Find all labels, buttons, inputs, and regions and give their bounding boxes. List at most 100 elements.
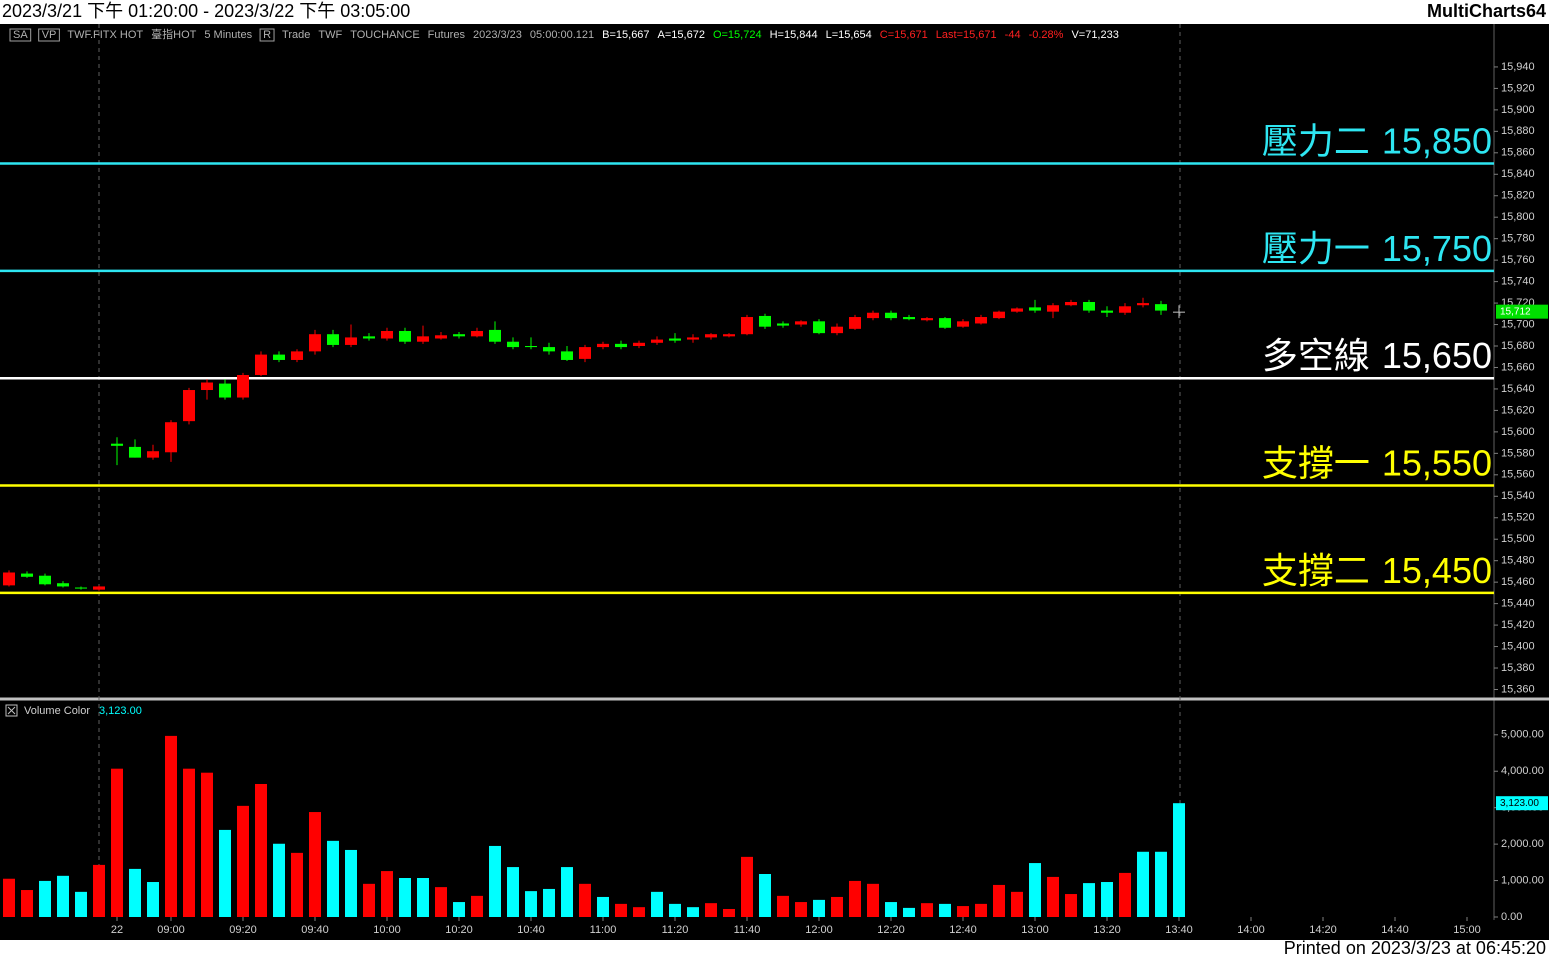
candle-body [561, 351, 573, 360]
status-item: H=15,844 [770, 29, 818, 41]
status-item: -0.28% [1029, 29, 1064, 41]
y-tick-label: 15,420 [1501, 619, 1535, 631]
candle-body [1011, 308, 1023, 312]
status-box[interactable] [38, 28, 60, 42]
x-tick-label: 14:40 [1381, 924, 1409, 936]
volume-bar [93, 864, 105, 917]
x-tick-label: 14:00 [1237, 924, 1265, 936]
candle-body [345, 337, 357, 345]
status-item: R [263, 29, 271, 41]
volume-bar [1029, 863, 1041, 917]
status-item: VP [42, 29, 57, 41]
last-value-tag [1496, 796, 1548, 811]
x-tick-label: 13:00 [1021, 924, 1049, 936]
y-tick-label: 15,480 [1501, 555, 1535, 567]
volume-bar [345, 849, 357, 917]
volume-bar [849, 880, 861, 917]
volume-bar [1011, 891, 1023, 917]
close-box[interactable] [5, 704, 18, 717]
x-tick-label: 09:20 [229, 924, 257, 936]
status-item: 5 Minutes [204, 29, 252, 41]
candle-body [885, 312, 897, 319]
y-tick-label: 2,000.00 [1501, 838, 1544, 850]
y-tick-label: 15,640 [1501, 383, 1535, 395]
candle-body [957, 321, 969, 327]
volume-bar [255, 783, 267, 917]
candle-body [327, 334, 339, 345]
candle-body [1065, 302, 1077, 306]
candle-body [705, 334, 717, 338]
candle-body [507, 341, 519, 348]
volume-bar [759, 874, 771, 917]
x-tick-label: 11:40 [734, 924, 761, 936]
volume-bar [327, 840, 339, 917]
title: 2023/3/21 下午 01:20:00 - 2023/3/22 下午 03:… [2, 1, 410, 21]
x-tick-label: 13:40 [1165, 924, 1193, 936]
study-name: Volume Color [24, 705, 90, 717]
y-tick-label: 5,000.00 [1501, 729, 1544, 741]
volume-bar [489, 845, 501, 917]
status-item: L=15,654 [826, 29, 872, 41]
last-value-label: 3,123.00 [1500, 798, 1539, 809]
last-price-tag [1496, 304, 1548, 319]
x-tick-label: 10:40 [517, 924, 545, 936]
level-label: 壓力一 15,750 [1262, 227, 1492, 268]
volume-bar [705, 903, 717, 917]
y-tick-label: 15,700 [1501, 318, 1535, 330]
y-tick-label: 15,360 [1501, 683, 1535, 695]
candle-body [363, 336, 375, 339]
candle-body [183, 390, 195, 422]
volume-bar [147, 882, 159, 917]
volume-bar [183, 768, 195, 917]
candle-body [399, 330, 411, 342]
level-value: 15,750 [1382, 227, 1492, 268]
y-tick-label: 4,000.00 [1501, 765, 1544, 777]
volume-bar [453, 902, 465, 917]
candle-body [1083, 302, 1095, 311]
level-label: 支撐二 15,450 [1262, 549, 1492, 590]
volume-bar [363, 883, 375, 917]
status-box[interactable] [9, 28, 32, 42]
volume-bar [525, 891, 537, 917]
status-item: Last=15,671 [936, 29, 997, 41]
candle-body [273, 354, 285, 360]
volume-bar [201, 772, 213, 917]
level-name: 支撐二 [1262, 549, 1370, 590]
y-tick-label: 15,460 [1501, 576, 1535, 588]
y-tick-label: 1,000.00 [1501, 874, 1544, 886]
x-tick-label: 12:40 [949, 924, 977, 936]
status-item: -44 [1005, 29, 1021, 41]
candle-body [993, 311, 1005, 319]
volume-bar [561, 867, 573, 917]
volume-bar [993, 884, 1005, 917]
candle-body [921, 318, 933, 321]
status-box[interactable] [259, 28, 275, 42]
status-item: Trade [282, 29, 310, 41]
y-tick-label: 15,860 [1501, 147, 1535, 159]
status-item: C=15,671 [880, 29, 928, 41]
volume-bar [579, 883, 591, 917]
volume-bar [39, 880, 51, 917]
volume-bar [633, 907, 645, 917]
y-tick-label: 15,900 [1501, 104, 1535, 116]
candle-body [1101, 310, 1113, 313]
y-tick-label: 15,400 [1501, 640, 1535, 652]
volume-bar [273, 843, 285, 917]
level-value: 15,850 [1382, 120, 1492, 161]
y-tick-label: 15,520 [1501, 512, 1535, 524]
candle-body [39, 575, 51, 585]
y-tick-label: 15,660 [1501, 361, 1535, 373]
candle-body [939, 318, 951, 328]
candle-body [291, 351, 303, 360]
candle-body [237, 374, 249, 398]
level-name: 壓力一 [1262, 227, 1370, 268]
volume-bar [885, 902, 897, 917]
volume-bar [219, 829, 231, 917]
y-tick-label: 15,440 [1501, 598, 1535, 610]
candle-body [741, 317, 753, 335]
volume-bar [903, 907, 915, 917]
candle-body [471, 330, 483, 337]
candle-body [1047, 305, 1059, 312]
status-item: SA [13, 29, 28, 41]
